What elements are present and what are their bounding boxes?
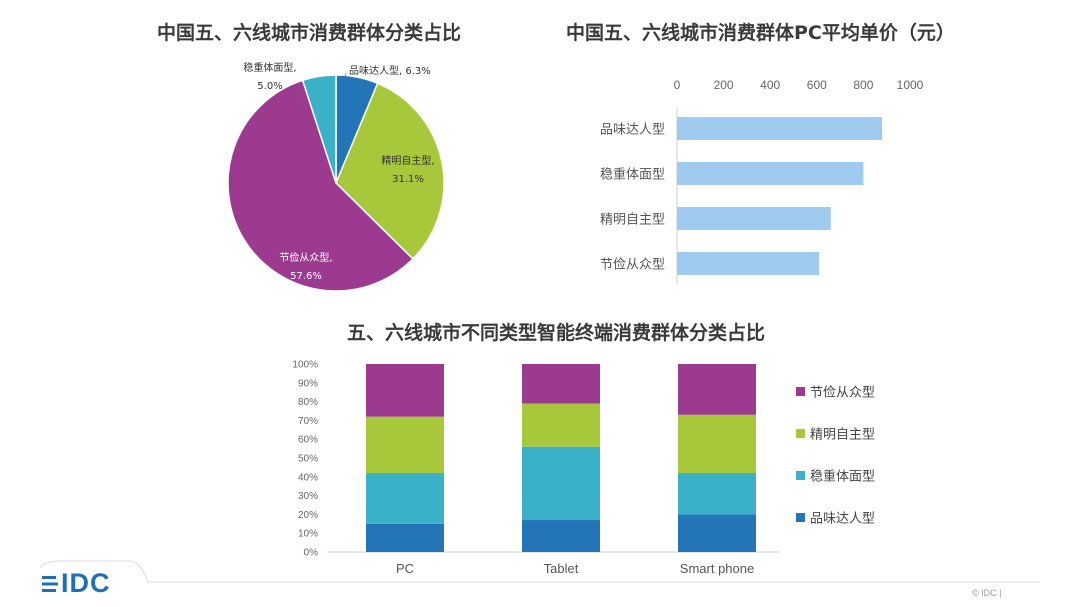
- legend-swatch: [796, 429, 805, 438]
- stacked-chart-title: 五、六线城市不同类型智能终端消费群体分类占比: [347, 322, 766, 344]
- stack-segment-taste: [522, 520, 600, 552]
- pie-value-savings: 57.6%: [290, 271, 322, 282]
- legend-label: 精明自主型: [810, 428, 875, 443]
- pie-value-independent: 31.1%: [392, 174, 424, 185]
- stack-segment-steady: [678, 473, 756, 515]
- y-tick-label: 50%: [298, 454, 318, 465]
- y-tick-label: 60%: [298, 435, 318, 446]
- pie-chart-title: 中国五、六线城市消费群体分类占比: [157, 22, 462, 44]
- y-tick-label: 40%: [298, 472, 318, 483]
- category-label: 节俭从众型: [600, 257, 665, 273]
- legend-swatch: [796, 471, 805, 480]
- x-tick-label: 200: [714, 78, 734, 92]
- pc-price-chart-title: 中国五、六线城市消费群体PC平均单价（元）: [566, 22, 955, 44]
- y-tick-label: 80%: [298, 397, 318, 408]
- pie-label-independent: 精明自主型,: [381, 154, 434, 167]
- stack-segment-independent: [522, 403, 600, 447]
- stack-segment-steady: [522, 446, 600, 521]
- y-tick-label: 30%: [298, 491, 318, 502]
- category-label: 精明自主型: [600, 213, 665, 228]
- stack-segment-savings: [522, 364, 600, 404]
- stack-segment-taste: [366, 523, 444, 552]
- stack-segment-steady: [366, 473, 444, 524]
- pc-price-bar: [677, 117, 883, 140]
- copyright-text: © IDC |: [972, 588, 1002, 598]
- logo-text: IDC: [61, 568, 111, 598]
- category-label: 品味达人型: [600, 123, 665, 138]
- pie-slice-steady: [301, 74, 337, 184]
- legend-swatch: [796, 513, 805, 522]
- idc-logo: IDC: [42, 568, 111, 600]
- y-tick-label: 0%: [304, 548, 319, 559]
- stack-segment-independent: [678, 414, 756, 474]
- pie-slice-savings: [227, 79, 414, 292]
- x-tick-label: 1000: [897, 78, 924, 92]
- logo-lines-icon: [42, 569, 58, 600]
- pie-label-taste: 品味达人型, 6.3%: [349, 64, 431, 77]
- legend-label: 稳重体面型: [810, 469, 875, 485]
- y-tick-label: 70%: [298, 416, 318, 427]
- legend-swatch: [796, 387, 805, 396]
- legend-label: 节俭从众型: [810, 385, 875, 401]
- y-tick-label: 20%: [298, 510, 318, 521]
- stack-segment-independent: [366, 416, 444, 474]
- x-category-label: PC: [396, 561, 414, 576]
- y-tick-label: 90%: [298, 378, 318, 389]
- x-tick-label: 800: [853, 78, 873, 92]
- legend-label: 品味达人型: [810, 512, 875, 527]
- y-tick-label: 10%: [298, 529, 318, 540]
- pie-slice-independent: [335, 82, 445, 260]
- pc-price-bar: [677, 252, 820, 275]
- pie-label-savings: 节俭从众型,: [279, 251, 332, 264]
- x-category-label: Smart phone: [680, 561, 754, 576]
- stack-segment-savings: [366, 364, 444, 417]
- stack-segment-taste: [678, 514, 756, 552]
- pc-price-bar: [677, 162, 864, 185]
- x-tick-label: 400: [760, 78, 780, 92]
- x-tick-label: 600: [807, 78, 827, 92]
- y-tick-label: 100%: [292, 360, 318, 371]
- category-label: 稳重体面型: [600, 167, 665, 183]
- stack-segment-savings: [678, 364, 756, 415]
- x-tick-label: 0: [674, 78, 681, 92]
- pie-label-steady: 稳重体面型,: [243, 61, 296, 74]
- pc-price-bar: [677, 207, 831, 230]
- x-category-label: Tablet: [544, 561, 579, 576]
- pie-value-steady: 5.0%: [257, 81, 282, 92]
